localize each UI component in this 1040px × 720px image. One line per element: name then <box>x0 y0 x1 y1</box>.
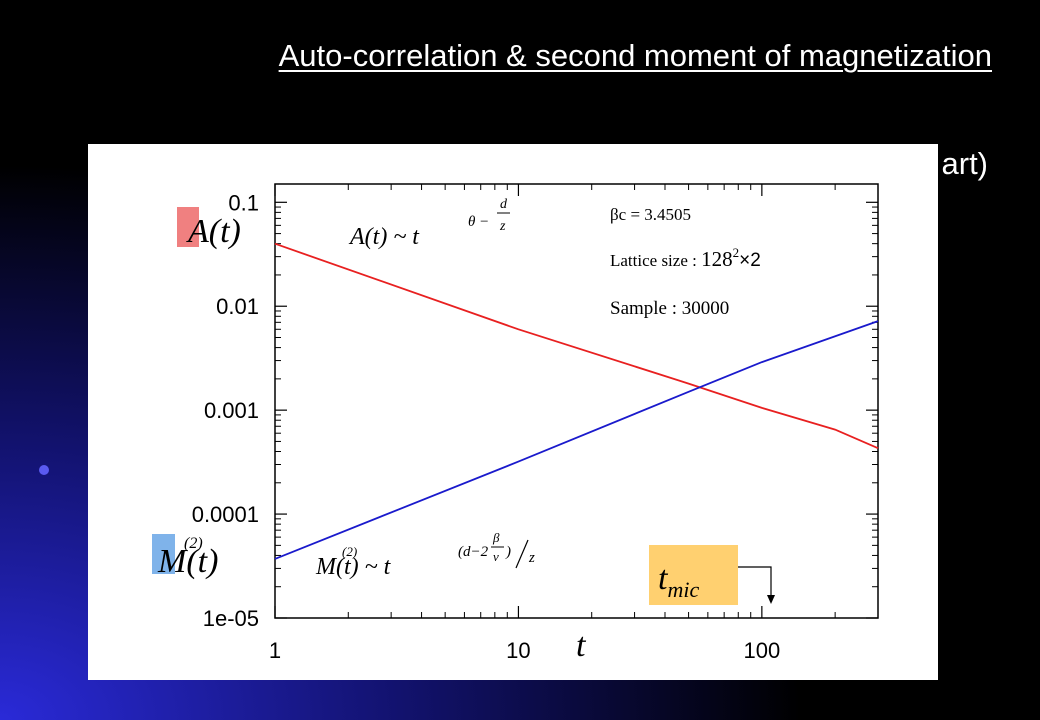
slide-title-tail: art) <box>880 142 1000 186</box>
plot-panel: 0.1 0.01 0.001 0.0001 1e-05 1 10 100 A(t) M(t) … <box>88 144 938 680</box>
t-mic-arrow <box>738 566 772 596</box>
chart: 0.1 0.01 0.001 0.0001 1e-05 1 10 100 A(t) M(t) … <box>152 183 879 664</box>
slide-title-tail-text: art) <box>941 146 989 181</box>
formula-m-exponent: (d−2 <box>458 544 489 560</box>
m-series-label-sup: (2) <box>184 535 203 552</box>
formula-a: A(t) ~ t <box>348 224 420 250</box>
formula-m-slash <box>515 539 529 569</box>
formula-m-sup: (2) <box>342 544 357 559</box>
series-line-second-moment <box>274 320 879 560</box>
slide-title: Auto-correlation & second moment of magn… <box>278 38 992 73</box>
y-tick-label: 0.001 <box>204 398 259 423</box>
formula-a-exponent-z: z <box>499 219 506 234</box>
x-tick-label: 10 <box>506 638 530 663</box>
t-mic-box <box>649 545 738 605</box>
x-tick-label: 100 <box>743 638 780 663</box>
lattice-value: 128 <box>701 247 733 271</box>
formula-m-exponent-nu: ν <box>493 549 499 564</box>
m-label-highlight <box>152 534 175 574</box>
sample-annotation: Sample : 30000 <box>610 298 729 319</box>
x-axis-label: t <box>576 627 587 664</box>
series <box>274 242 879 560</box>
formula-m-exponent-tail: ) <box>505 544 511 560</box>
t-mic-label-t: t <box>658 560 669 597</box>
y-tick-label: 1e-05 <box>203 606 259 631</box>
lattice-prefix: Lattice size : <box>610 251 701 270</box>
formula-a-exponent-d: d <box>500 197 508 212</box>
lattice-annotation: Lattice size : 1282×2 <box>610 245 761 271</box>
x-tick-label: 1 <box>269 638 281 663</box>
lattice-exp: 2 <box>733 245 740 260</box>
y-tick-label: 0.01 <box>216 294 259 319</box>
formula-m: M(t) ~ t <box>315 554 392 580</box>
y-tick-label: 0.1 <box>228 190 259 215</box>
m-series-label: M(t) <box>157 543 218 580</box>
series-line-autocorrelation <box>274 242 879 450</box>
t-mic-label: tmic <box>658 560 699 602</box>
formula-a-exponent-theta: θ − <box>468 214 489 230</box>
plot-frame <box>274 183 879 619</box>
m-series-label-base: M(t) <box>157 543 218 580</box>
a-series-label: A(t) <box>186 213 241 250</box>
formula-m-exponent-beta: β <box>492 530 500 545</box>
lattice-suffix: ×2 <box>739 250 761 271</box>
y-tick-label: 0.0001 <box>192 502 259 527</box>
t-mic-label-sub: mic <box>667 577 699 602</box>
beta-annotation: βc = 3.4505 <box>610 205 691 224</box>
t-mic-arrow-head <box>767 595 775 604</box>
a-label-highlight <box>177 207 199 247</box>
formula-m-exponent-z: z <box>528 550 535 566</box>
axes: 0.1 0.01 0.001 0.0001 1e-05 1 10 100 <box>192 183 879 663</box>
